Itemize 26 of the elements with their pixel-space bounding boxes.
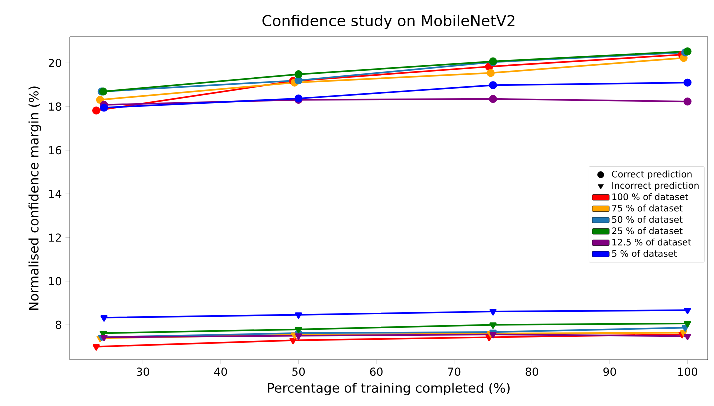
x-tick-label: 40 [214, 368, 228, 376]
legend-label: 100 % of dataset [612, 193, 688, 200]
x-tick-label: 60 [370, 368, 383, 376]
x-tick-label: 100 [678, 368, 698, 376]
x-tick-label: 30 [136, 368, 150, 376]
legend-label: 75 % of dataset [612, 204, 683, 212]
y-axis-title: Normalised confidence margin (%) [28, 86, 42, 310]
legend-label: Correct prediction [612, 170, 692, 180]
y-tick-label: 16 [49, 146, 62, 155]
x-tick-label: 70 [448, 368, 461, 376]
y-tick-label: 10 [49, 277, 62, 286]
y-tick-label: 14 [49, 190, 62, 198]
x-tick-label: 50 [292, 368, 306, 376]
chart-title: Confidence study on MobileNetV2 [262, 14, 515, 30]
y-tick-label: 8 [56, 320, 62, 330]
legend-label: 50 % of dataset [612, 216, 683, 224]
y-tick-label: 18 [49, 102, 62, 111]
x-tick-label: 90 [604, 368, 616, 376]
legend-label: 5 % of dataset [612, 250, 678, 258]
y-tick-label: 12 [49, 234, 62, 242]
legend-label: Incorrect prediction [612, 182, 699, 191]
legend-label: 25 % of dataset [612, 227, 683, 234]
x-tick-label: 80 [526, 368, 538, 376]
legend-label: 12.5 % of dataset [612, 238, 692, 246]
y-tick-label: 20 [49, 59, 62, 68]
x-axis-title: Percentage of training completed (%) [268, 382, 510, 396]
